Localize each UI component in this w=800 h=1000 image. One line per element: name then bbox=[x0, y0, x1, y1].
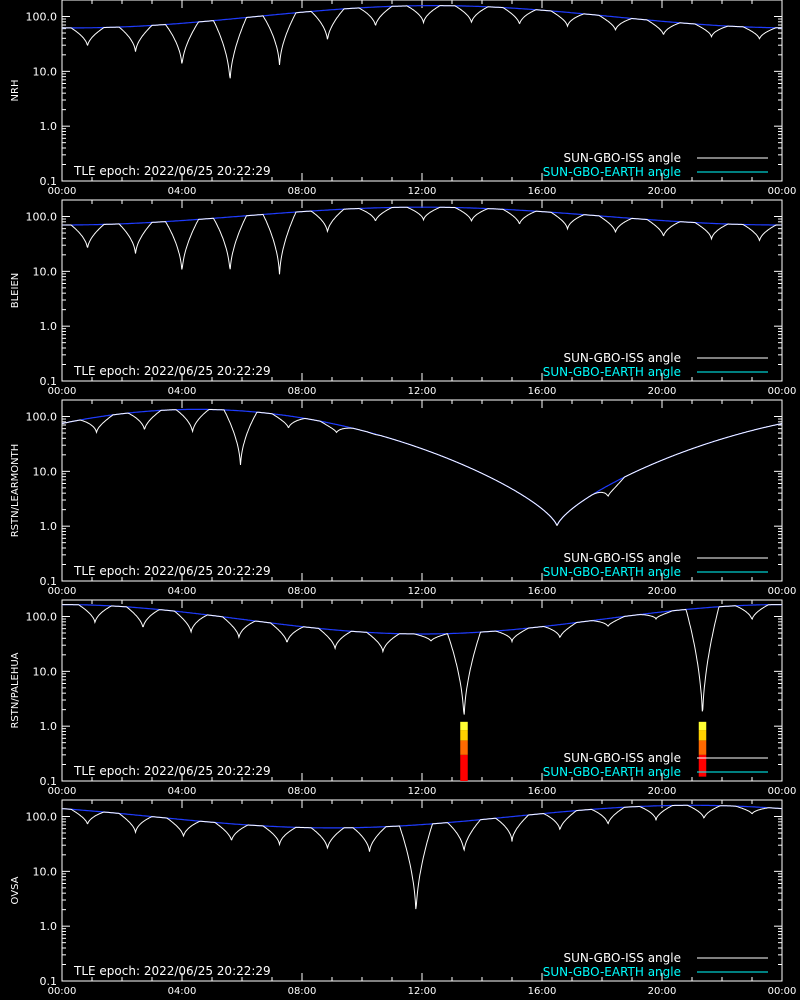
legend-label: SUN-GBO-ISS angle bbox=[564, 751, 681, 765]
x-tick-label: 00:00 bbox=[48, 186, 77, 197]
x-tick-label: 00:00 bbox=[768, 386, 797, 397]
x-tick-label: 00:00 bbox=[48, 386, 77, 397]
x-tick-label: 04:00 bbox=[168, 186, 197, 197]
alert-bar bbox=[698, 721, 707, 731]
x-tick-label: 20:00 bbox=[648, 786, 677, 797]
tle-epoch-annotation: TLE epoch: 2022/06/25 20:22:29 bbox=[73, 364, 271, 378]
x-tick-label: 08:00 bbox=[288, 786, 317, 797]
sun-gbo-iss-curve bbox=[61, 804, 782, 910]
y-tick-label: 0.1 bbox=[40, 575, 58, 588]
x-tick-label: 08:00 bbox=[288, 586, 317, 597]
y-axis-label: RSTN/LEARMONTH bbox=[10, 444, 21, 538]
tle-epoch-annotation: TLE epoch: 2022/06/25 20:22:29 bbox=[73, 564, 271, 578]
x-tick-label: 04:00 bbox=[168, 386, 197, 397]
y-tick-label: 100.0 bbox=[26, 811, 58, 824]
y-tick-label: 10.0 bbox=[33, 465, 58, 478]
x-tick-label: 20:00 bbox=[648, 386, 677, 397]
x-tick-label: 00:00 bbox=[768, 786, 797, 797]
x-tick-label: 04:00 bbox=[168, 986, 197, 997]
sun-gbo-earth-curve bbox=[62, 604, 782, 635]
x-tick-label: 12:00 bbox=[408, 386, 437, 397]
x-tick-label: 16:00 bbox=[528, 586, 557, 597]
sun-gbo-iss-curve bbox=[61, 409, 783, 526]
x-tick-label: 04:00 bbox=[168, 586, 197, 597]
tle-epoch-annotation: TLE epoch: 2022/06/25 20:22:29 bbox=[73, 964, 271, 978]
y-tick-label: 100.0 bbox=[26, 611, 58, 624]
y-tick-label: 100.0 bbox=[26, 211, 58, 224]
y-tick-label: 1.0 bbox=[40, 120, 58, 133]
y-tick-label: 10.0 bbox=[33, 865, 58, 878]
chart-panel-3: 0.1 1.0 10.0 100.0 00:00 04:00 08:00 12:00 16:00… bbox=[10, 599, 797, 797]
sun-gbo-earth-curve bbox=[61, 408, 783, 525]
x-tick-label: 12:00 bbox=[408, 186, 437, 197]
sun-gbo-earth-curve bbox=[62, 206, 782, 226]
chart-panel-2: 0.1 1.0 10.0 100.0 00:00 04:00 08:00 12:00 16:00… bbox=[10, 399, 797, 597]
x-tick-label: 20:00 bbox=[648, 586, 677, 597]
legend-label: SUN-GBO-ISS angle bbox=[564, 551, 681, 565]
x-tick-label: 00:00 bbox=[48, 786, 77, 797]
alert-bar bbox=[460, 721, 468, 731]
x-tick-label: 12:00 bbox=[408, 786, 437, 797]
x-tick-label: 20:00 bbox=[648, 186, 677, 197]
chart-panel-4: 0.1 1.0 10.0 100.0 00:00 04:00 08:00 12:00 16:00… bbox=[10, 799, 797, 997]
x-tick-label: 08:00 bbox=[288, 986, 317, 997]
sun-gbo-iss-curve bbox=[62, 206, 782, 275]
y-tick-label: 1.0 bbox=[40, 720, 58, 733]
y-tick-label: 0.1 bbox=[40, 775, 58, 788]
alert-bar bbox=[698, 754, 707, 777]
x-tick-label: 12:00 bbox=[408, 986, 437, 997]
y-tick-label: 0.1 bbox=[40, 175, 58, 188]
x-tick-label: 20:00 bbox=[648, 986, 677, 997]
y-axis-label: RSTN/PALEHUA bbox=[10, 652, 21, 728]
tle-epoch-annotation: TLE epoch: 2022/06/25 20:22:29 bbox=[73, 164, 271, 178]
y-tick-label: 10.0 bbox=[33, 265, 58, 278]
x-tick-label: 00:00 bbox=[48, 986, 77, 997]
chart-panel-1: 0.1 1.0 10.0 100.0 00:00 04:00 08:00 12:00 16:00… bbox=[10, 199, 797, 397]
legend-label: SUN-GBO-EARTH angle bbox=[543, 365, 681, 379]
x-tick-label: 08:00 bbox=[288, 186, 317, 197]
legend-label: SUN-GBO-ISS angle bbox=[564, 151, 681, 165]
x-tick-label: 00:00 bbox=[48, 586, 77, 597]
x-tick-label: 16:00 bbox=[528, 986, 557, 997]
y-tick-label: 0.1 bbox=[40, 975, 58, 988]
alert-bar bbox=[698, 730, 707, 741]
y-axis-label: OVSA bbox=[10, 876, 21, 904]
chart-panel-0: 0.1 1.0 10.0 100.0 00:00 04:00 08:00 12:00 16:00… bbox=[10, 0, 796, 197]
legend-label: SUN-GBO-EARTH angle bbox=[543, 165, 681, 179]
x-tick-label: 04:00 bbox=[168, 786, 197, 797]
sun-gbo-earth-curve bbox=[61, 804, 783, 829]
x-tick-label: 16:00 bbox=[528, 386, 557, 397]
x-tick-label: 08:00 bbox=[288, 386, 317, 397]
legend-label: SUN-GBO-EARTH angle bbox=[543, 565, 681, 579]
y-axis-label: BLEIEN bbox=[10, 273, 21, 309]
x-tick-label: 16:00 bbox=[528, 186, 557, 197]
legend-label: SUN-GBO-EARTH angle bbox=[543, 765, 681, 779]
y-tick-label: 0.1 bbox=[40, 375, 58, 388]
alert-bar bbox=[460, 730, 468, 741]
x-tick-label: 00:00 bbox=[768, 186, 797, 197]
y-tick-label: 1.0 bbox=[40, 520, 58, 533]
y-axis-label: NRH bbox=[10, 80, 21, 102]
alert-bar bbox=[460, 740, 468, 755]
y-tick-label: 10.0 bbox=[33, 65, 58, 78]
sun-gbo-earth-curve bbox=[62, 5, 782, 29]
x-tick-label: 00:00 bbox=[768, 586, 797, 597]
x-tick-label: 12:00 bbox=[408, 586, 437, 597]
y-tick-label: 100.0 bbox=[26, 411, 58, 424]
y-tick-label: 100.0 bbox=[26, 11, 58, 24]
legend-label: SUN-GBO-ISS angle bbox=[564, 951, 681, 965]
legend-label: SUN-GBO-EARTH angle bbox=[543, 965, 681, 979]
x-tick-label: 16:00 bbox=[528, 786, 557, 797]
y-tick-label: 1.0 bbox=[40, 320, 58, 333]
x-tick-label: 00:00 bbox=[768, 986, 797, 997]
y-tick-label: 10.0 bbox=[33, 665, 58, 678]
y-tick-label: 1.0 bbox=[40, 920, 58, 933]
legend-label: SUN-GBO-ISS angle bbox=[564, 351, 681, 365]
tle-epoch-annotation: TLE epoch: 2022/06/25 20:22:29 bbox=[73, 764, 271, 778]
alert-bar bbox=[460, 754, 468, 781]
sun-gbo-iss-curve bbox=[62, 5, 782, 79]
alert-bar bbox=[698, 740, 707, 755]
sun-gbo-iss-curve bbox=[62, 604, 782, 715]
